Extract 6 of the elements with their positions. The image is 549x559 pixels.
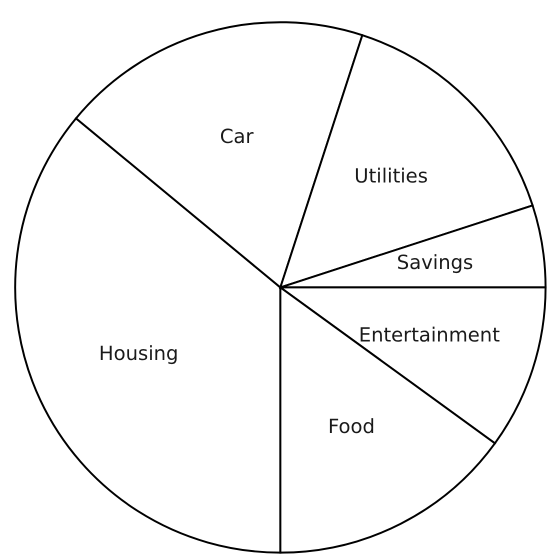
slice-label: Savings	[396, 250, 474, 274]
slice-label: Entertainment	[358, 324, 500, 347]
slice-label: Car	[220, 124, 254, 148]
slice-label: Food	[328, 414, 375, 438]
slice-label: Housing	[98, 342, 178, 365]
slice-label: Utilities	[354, 164, 428, 188]
